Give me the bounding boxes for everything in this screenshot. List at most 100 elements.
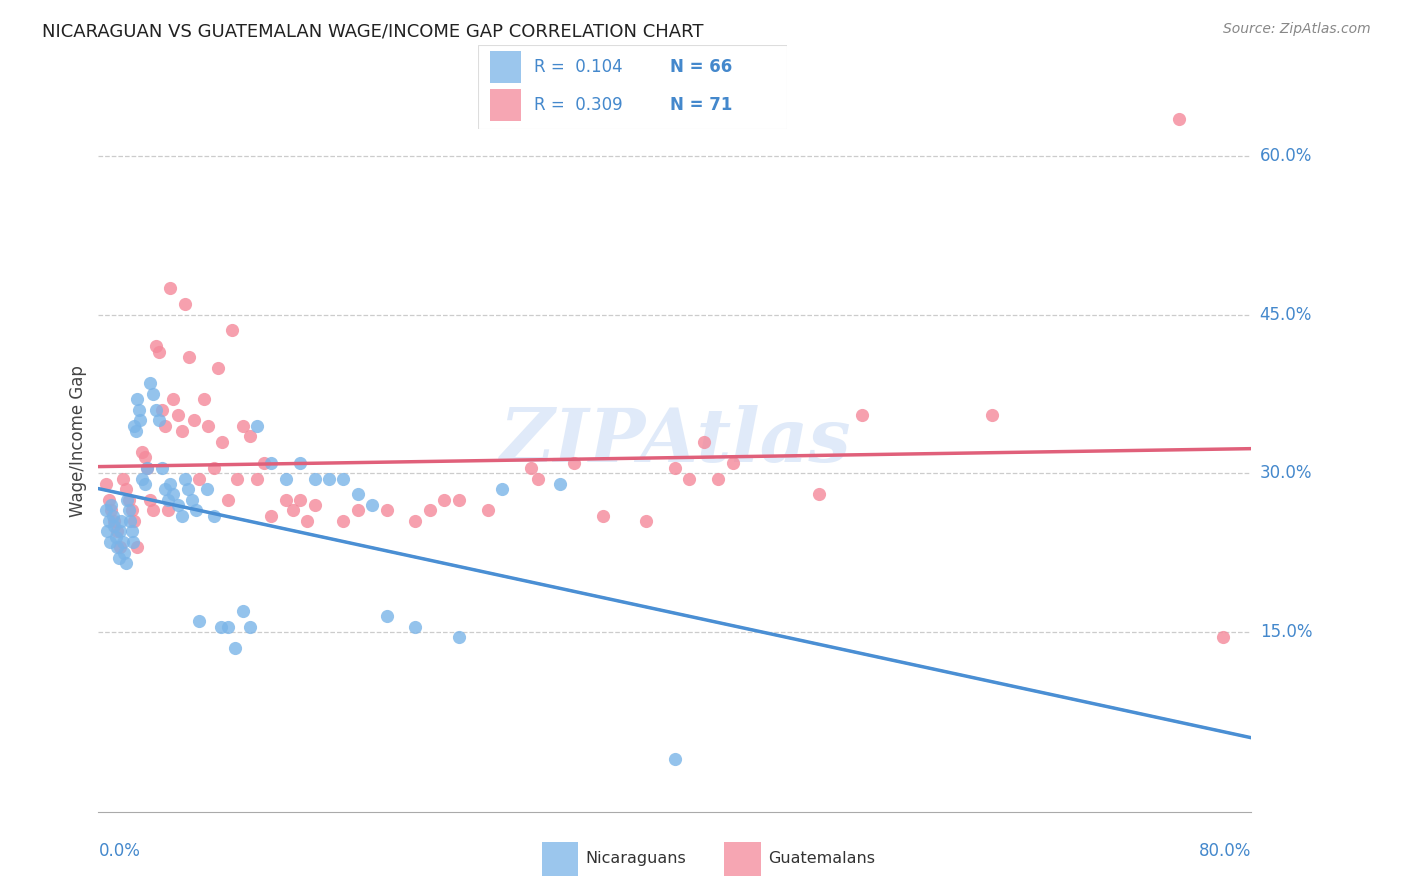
Point xyxy=(111,535,134,549)
Point xyxy=(114,482,136,496)
Point xyxy=(97,492,120,507)
Text: Nicaraguans: Nicaraguans xyxy=(585,851,686,866)
Text: Guatemalans: Guatemalans xyxy=(768,851,876,866)
Point xyxy=(103,519,125,533)
Bar xyxy=(541,842,578,876)
Point xyxy=(98,535,121,549)
Point xyxy=(491,482,513,496)
Bar xyxy=(491,51,522,83)
Point xyxy=(447,492,470,507)
Point xyxy=(562,456,585,470)
Point xyxy=(318,472,340,486)
Point xyxy=(127,392,149,407)
Point xyxy=(186,503,208,517)
Point xyxy=(105,524,128,539)
Point xyxy=(1212,630,1234,644)
Point xyxy=(112,545,135,560)
Point xyxy=(150,402,173,417)
Text: 80.0%: 80.0% xyxy=(1199,842,1251,860)
Point xyxy=(122,535,145,549)
Text: NICARAGUAN VS GUATEMALAN WAGE/INCOME GAP CORRELATION CHART: NICARAGUAN VS GUATEMALAN WAGE/INCOME GAP… xyxy=(42,22,703,40)
Point xyxy=(274,492,297,507)
Point xyxy=(304,498,326,512)
Point xyxy=(136,461,159,475)
Point xyxy=(103,514,125,528)
Bar xyxy=(724,842,761,876)
Point xyxy=(375,503,398,517)
Point xyxy=(153,482,176,496)
Point xyxy=(405,514,427,528)
Point xyxy=(207,360,229,375)
Point xyxy=(188,472,211,486)
Point xyxy=(202,508,225,523)
Point xyxy=(142,387,165,401)
Point xyxy=(134,450,156,465)
Point xyxy=(156,503,179,517)
Text: 0.0%: 0.0% xyxy=(98,842,141,860)
Point xyxy=(548,476,571,491)
Point xyxy=(136,461,159,475)
Point xyxy=(150,461,173,475)
Point xyxy=(153,418,176,433)
Text: N = 71: N = 71 xyxy=(669,95,733,114)
Point xyxy=(281,503,304,517)
Point xyxy=(177,482,200,496)
Point xyxy=(174,472,197,486)
Point xyxy=(139,376,162,391)
Point xyxy=(217,492,239,507)
Point xyxy=(100,498,122,512)
Point xyxy=(231,604,254,618)
Point xyxy=(108,541,131,555)
Point xyxy=(225,472,247,486)
Point xyxy=(139,492,162,507)
Point xyxy=(197,418,219,433)
Point xyxy=(183,413,205,427)
Point xyxy=(224,640,246,655)
Point xyxy=(202,461,225,475)
Point xyxy=(253,456,276,470)
Point xyxy=(156,492,179,507)
Point xyxy=(209,619,232,633)
Text: 45.0%: 45.0% xyxy=(1260,306,1312,324)
Point xyxy=(274,472,297,486)
Point xyxy=(124,418,146,433)
Point xyxy=(678,472,700,486)
Point xyxy=(260,456,283,470)
Point xyxy=(94,476,117,491)
Point xyxy=(981,408,1004,422)
Point xyxy=(433,492,456,507)
Point xyxy=(290,492,312,507)
Point xyxy=(419,503,441,517)
Point xyxy=(108,524,131,539)
Point xyxy=(129,413,152,427)
Point xyxy=(162,392,184,407)
Point xyxy=(239,619,262,633)
Point xyxy=(142,503,165,517)
Point xyxy=(97,514,120,528)
Point xyxy=(246,472,269,486)
Point xyxy=(120,514,142,528)
Point xyxy=(145,339,167,353)
Point xyxy=(111,472,134,486)
Point xyxy=(114,556,136,570)
Point xyxy=(188,615,211,629)
Point xyxy=(693,434,716,449)
Y-axis label: Wage/Income Gap: Wage/Income Gap xyxy=(69,366,87,517)
Point xyxy=(96,524,118,539)
Point xyxy=(127,541,149,555)
Point xyxy=(346,503,368,517)
Point xyxy=(105,541,128,555)
Point xyxy=(134,476,156,491)
Point xyxy=(166,408,188,422)
Point xyxy=(110,514,132,528)
Point xyxy=(217,619,239,633)
Point xyxy=(1168,112,1191,126)
Point xyxy=(162,487,184,501)
Point xyxy=(121,503,143,517)
Point xyxy=(221,324,243,338)
Point xyxy=(851,408,873,422)
Point xyxy=(131,472,153,486)
Point xyxy=(664,461,686,475)
Point xyxy=(527,472,550,486)
Point xyxy=(159,281,181,295)
